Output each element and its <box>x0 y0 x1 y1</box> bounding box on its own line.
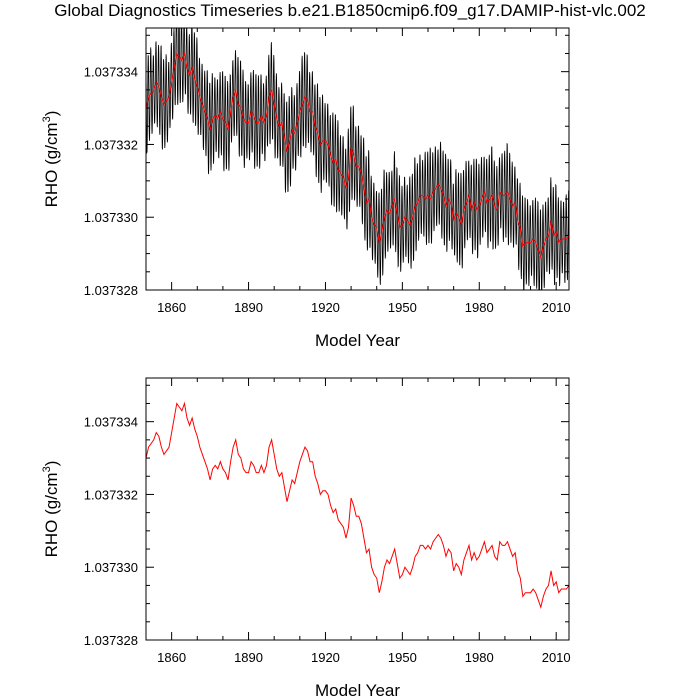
y-axis-title-main: RHO (g/cm <box>42 122 61 207</box>
annual-mean-line <box>146 401 569 610</box>
y-axis-title-sup: 3 <box>41 116 53 122</box>
y-tick-label: 1.037334 <box>84 415 138 430</box>
y-tick-label: 1.037328 <box>84 283 138 298</box>
y-axis-title-main: RHO (g/cm <box>42 472 61 557</box>
plot-area <box>146 28 569 290</box>
y-tick-label: 1.037332 <box>84 487 138 502</box>
x-tick-label: 1980 <box>465 650 494 665</box>
x-tick-label: 1950 <box>388 650 417 665</box>
page-title: Global Diagnostics Timeseries b.e21.B185… <box>54 1 646 20</box>
x-tick-label: 1860 <box>157 650 186 665</box>
x-tick-label: 1980 <box>465 300 494 315</box>
x-tick-label: 2010 <box>542 650 571 665</box>
annual-mean-line <box>146 51 569 260</box>
y-tick-label: 1.037332 <box>84 137 138 152</box>
y-tick-label: 1.037334 <box>84 65 138 80</box>
y-axis-title-close: ) <box>42 111 61 117</box>
x-tick-label: 1950 <box>388 300 417 315</box>
plot-area <box>146 401 569 610</box>
monthly-series-line <box>146 28 569 290</box>
x-axis-title: Model Year <box>315 331 400 350</box>
x-tick-label: 1860 <box>157 300 186 315</box>
plot-frame <box>145 27 570 291</box>
plot-frame <box>145 377 570 641</box>
x-tick-label: 1890 <box>234 650 263 665</box>
y-tick-label: 1.037330 <box>84 560 138 575</box>
y-tick-label: 1.037330 <box>84 210 138 225</box>
chart-panel-2: 1860 1890 1920 1950 1980 2010 1.037328 1.037330… <box>41 377 571 700</box>
y-axis-title-sup: 3 <box>41 466 53 472</box>
x-tick-label: 2010 <box>542 300 571 315</box>
y-axis-title-close: ) <box>42 461 61 467</box>
y-tick-label: 1.037328 <box>84 633 138 648</box>
x-axis-title: Model Year <box>315 681 400 700</box>
y-axis-title: RHO (g/cm3) <box>41 461 61 558</box>
chart-panel-1: 1860 1890 1920 1950 1980 2010 1.037328 1.037330… <box>41 27 571 350</box>
y-axis-title: RHO (g/cm3) <box>41 111 61 208</box>
x-tick-label: 1920 <box>311 650 340 665</box>
x-tick-label: 1920 <box>311 300 340 315</box>
x-tick-label: 1890 <box>234 300 263 315</box>
